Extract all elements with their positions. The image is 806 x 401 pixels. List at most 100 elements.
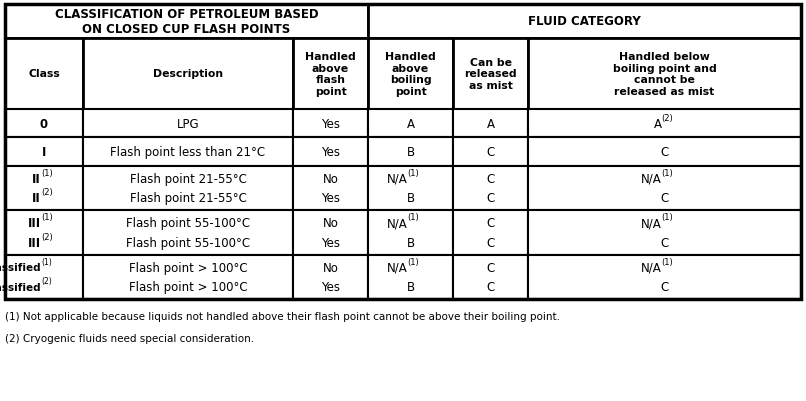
Text: No: No (322, 217, 339, 229)
Text: A: A (406, 117, 414, 130)
Text: III: III (28, 217, 41, 229)
Bar (368, 255, 453, 299)
Text: C: C (486, 261, 495, 274)
Text: (1): (1) (662, 257, 673, 266)
Text: N/A: N/A (641, 172, 662, 185)
Bar (83, 138, 293, 166)
Text: C: C (486, 146, 495, 159)
Text: (1): (1) (662, 213, 673, 222)
Text: C: C (660, 146, 669, 159)
Text: C: C (486, 172, 495, 185)
Text: (1) Not applicable because liquids not handled above their flash point cannot be: (1) Not applicable because liquids not h… (5, 311, 560, 321)
Bar (453, 166, 528, 211)
Text: (2): (2) (41, 188, 52, 197)
Text: B: B (406, 236, 414, 249)
Text: III: III (28, 236, 41, 249)
Bar (293, 138, 368, 166)
Text: No: No (322, 261, 339, 274)
Text: Flash point 21-55°C: Flash point 21-55°C (130, 192, 247, 205)
Text: Yes: Yes (321, 192, 340, 205)
Text: 0: 0 (40, 117, 48, 130)
Text: C: C (486, 280, 495, 293)
Bar (368, 166, 453, 211)
Text: (1): (1) (408, 213, 419, 222)
Text: Handled
above
boiling
point: Handled above boiling point (385, 52, 436, 97)
Text: (1): (1) (41, 168, 52, 177)
Bar (368, 38, 453, 109)
Bar (5, 5, 368, 38)
Text: Flash point > 100°C: Flash point > 100°C (129, 261, 247, 274)
Text: C: C (660, 280, 669, 293)
Text: C: C (660, 192, 669, 205)
Text: A: A (487, 117, 495, 130)
Text: Class: Class (28, 69, 60, 79)
Text: Flash point 55-100°C: Flash point 55-100°C (126, 217, 250, 229)
Text: (1): (1) (41, 213, 52, 222)
Text: LPG: LPG (177, 117, 199, 130)
Text: (2) Cryogenic fluids need special consideration.: (2) Cryogenic fluids need special consid… (5, 333, 254, 343)
Bar (5, 166, 83, 211)
Bar (83, 211, 293, 255)
Text: Description: Description (153, 69, 223, 79)
Text: C: C (486, 192, 495, 205)
Text: (1): (1) (408, 257, 419, 266)
Bar (293, 109, 368, 138)
Bar (453, 255, 528, 299)
Text: C: C (486, 236, 495, 249)
Bar (528, 38, 801, 109)
Text: N/A: N/A (387, 172, 408, 185)
Text: FLUID CATEGORY: FLUID CATEGORY (528, 15, 641, 28)
Bar (453, 38, 528, 109)
Bar (293, 166, 368, 211)
Bar (453, 109, 528, 138)
Bar (83, 38, 293, 109)
Bar (293, 211, 368, 255)
Text: Flash point less than 21°C: Flash point less than 21°C (110, 146, 265, 159)
Text: Can be
released
as mist: Can be released as mist (464, 58, 517, 91)
Bar (83, 109, 293, 138)
Bar (368, 211, 453, 255)
Text: Yes: Yes (321, 117, 340, 130)
Text: Flash point 55-100°C: Flash point 55-100°C (126, 236, 250, 249)
Bar (528, 166, 801, 211)
Text: Flash point 21-55°C: Flash point 21-55°C (130, 172, 247, 185)
Text: C: C (660, 236, 669, 249)
Bar (293, 38, 368, 109)
Text: B: B (406, 146, 414, 159)
Text: N/A: N/A (641, 261, 662, 274)
Bar (5, 211, 83, 255)
Text: Yes: Yes (321, 236, 340, 249)
Bar (368, 109, 453, 138)
Text: C: C (486, 217, 495, 229)
Bar (5, 38, 83, 109)
Bar (528, 138, 801, 166)
Text: Handled below
boiling point and
cannot be
released as mist: Handled below boiling point and cannot b… (613, 52, 717, 97)
Text: Yes: Yes (321, 280, 340, 293)
Bar (368, 138, 453, 166)
Text: II: II (32, 172, 41, 185)
Text: II: II (32, 192, 41, 205)
Text: Unclassified: Unclassified (0, 262, 41, 272)
Text: (2): (2) (662, 114, 673, 123)
Bar (83, 255, 293, 299)
Text: (1): (1) (662, 168, 673, 177)
Bar (293, 255, 368, 299)
Bar (5, 5, 801, 299)
Text: B: B (406, 280, 414, 293)
Text: Yes: Yes (321, 146, 340, 159)
Bar (5, 109, 83, 138)
Text: (2): (2) (41, 277, 52, 286)
Bar (5, 138, 83, 166)
Text: Handled
above
flash
point: Handled above flash point (305, 52, 356, 97)
Text: Flash point > 100°C: Flash point > 100°C (129, 280, 247, 293)
Text: I: I (42, 146, 46, 159)
Bar (528, 255, 801, 299)
Text: (1): (1) (41, 257, 52, 266)
Bar (528, 211, 801, 255)
Bar (453, 138, 528, 166)
Text: (2): (2) (41, 232, 52, 241)
Text: No: No (322, 172, 339, 185)
Text: N/A: N/A (387, 217, 408, 229)
Text: B: B (406, 192, 414, 205)
Text: A: A (654, 117, 662, 130)
